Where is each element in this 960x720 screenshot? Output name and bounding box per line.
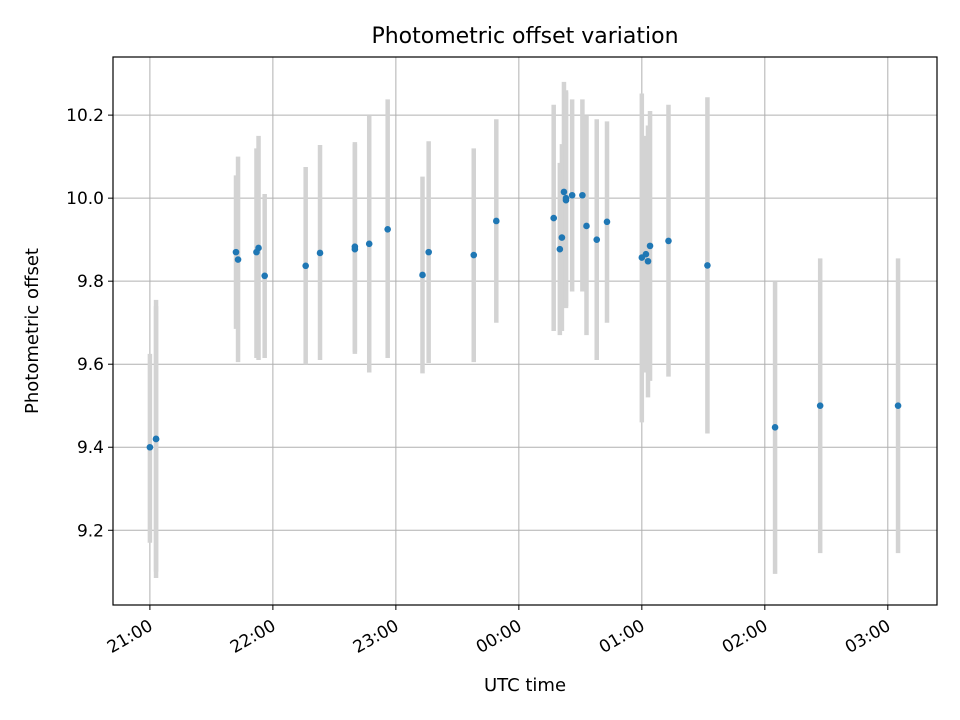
data-point xyxy=(255,244,262,252)
data-points xyxy=(146,188,902,451)
data-point xyxy=(419,271,426,279)
data-point xyxy=(558,234,566,241)
data-point xyxy=(593,236,601,243)
data-point xyxy=(316,249,324,257)
data-point xyxy=(704,262,711,269)
data-point xyxy=(302,262,309,270)
data-point xyxy=(152,435,160,443)
data-point xyxy=(894,402,902,410)
data-point xyxy=(351,245,359,253)
y-tick-label: 10.2 xyxy=(66,106,104,126)
plot-frame xyxy=(112,56,938,606)
data-point xyxy=(425,248,432,256)
y-tick-label: 9.6 xyxy=(77,355,104,375)
data-point xyxy=(365,240,373,248)
x-axis-label: UTC time xyxy=(484,675,566,696)
y-axis-label: Photometric offset xyxy=(22,248,43,414)
y-tick-label: 9.8 xyxy=(77,272,104,292)
data-point xyxy=(261,272,268,280)
data-point xyxy=(642,250,650,258)
data-point xyxy=(583,222,590,230)
data-point xyxy=(603,218,611,226)
data-point xyxy=(644,257,652,265)
data-point xyxy=(470,251,478,259)
y-tick-label: 9.2 xyxy=(77,521,104,541)
data-point xyxy=(816,402,824,410)
chart-title: Photometric offset variation xyxy=(371,24,678,49)
data-point xyxy=(579,191,586,199)
data-point xyxy=(556,245,564,253)
y-tick-label: 10.0 xyxy=(66,189,104,209)
data-point xyxy=(646,242,654,250)
data-point xyxy=(232,248,240,256)
data-point xyxy=(665,237,672,245)
data-point xyxy=(771,424,779,431)
y-axis-ticks: 9.2 9.4 9.6 9.8 10.0 10.2 xyxy=(66,106,113,541)
data-point xyxy=(234,256,242,263)
data-point xyxy=(560,188,568,196)
data-point xyxy=(562,196,570,204)
data-point xyxy=(493,217,500,225)
data-point xyxy=(550,214,557,222)
data-point xyxy=(384,225,391,233)
data-point xyxy=(568,191,576,199)
data-point xyxy=(146,443,154,451)
y-tick-label: 9.4 xyxy=(77,438,104,458)
